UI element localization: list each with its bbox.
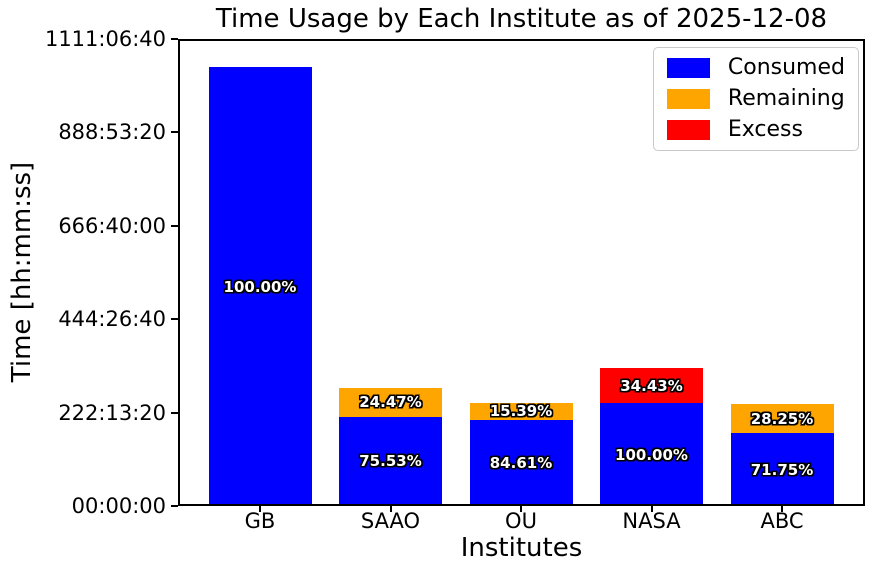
y-tick-mark [171,224,178,227]
plot-area: Consumed Remaining Excess 100.00% 75.53% 24.… [178,39,865,506]
bar-saao-consumed: 75.53% [339,416,442,506]
chart-title: Time Usage by Each Institute as of 2025-… [215,4,828,34]
bar-abc-remaining: 28.25% [730,404,834,434]
legend-item-label: Excess [727,117,803,142]
y-tick-mark [171,411,178,414]
y-tick-label: 00:00:00 [71,494,166,518]
legend: Consumed Remaining Excess [652,47,859,151]
bar-percent-label: 75.53% [359,452,422,471]
y-tick-mark [171,505,178,507]
x-tick-mark [781,506,783,512]
x-tick-mark [389,506,392,512]
y-axis-label: Time [hh:mm:ss] [7,161,37,383]
bar-percent-label: 71.75% [750,460,814,479]
x-axis-label: Institutes [460,533,583,563]
x-tick-label-saao: SAAO [360,509,421,533]
bar-percent-label: 34.43% [620,376,683,395]
bar-ou-consumed: 84.61% [469,419,573,506]
y-tick-mark [171,38,178,40]
legend-item: Excess [666,117,845,142]
legend-item-label: Consumed [727,55,845,80]
y-tick-label: 222:13:20 [58,400,166,425]
legend-item: Consumed [666,55,845,80]
x-tick-mark [259,506,261,512]
bar-gb-consumed: 100.00% [208,67,312,506]
y-tick-label: 1111:06:40 [44,27,166,51]
x-tick-mark [520,506,522,512]
bar-percent-label: 28.25% [750,409,814,428]
x-tick-label-nasa: NASA [622,509,681,533]
x-tick-label-abc: ABC [760,509,804,533]
y-tick-mark [171,318,178,321]
bar-nasa-consumed: 100.00% [600,403,703,506]
bar-percent-label: 100.00% [615,445,688,464]
y-tick-label: 888:53:20 [58,120,166,145]
bar-nasa-excess: 34.43% [600,368,703,404]
y-tick-label: 666:40:00 [58,213,166,238]
remaining-swatch [666,89,710,109]
x-tick-mark [650,506,653,512]
x-tick-label-ou: OU [505,509,537,533]
bar-ou-remaining: 15.39% [469,402,573,421]
legend-item: Remaining [666,86,845,111]
bar-percent-label: 15.39% [489,402,553,421]
bar-percent-label: 24.47% [359,393,422,412]
excess-swatch [666,120,710,140]
legend-item-label: Remaining [727,86,845,111]
bar-percent-label: 100.00% [223,277,297,296]
bar-percent-label: 84.61% [489,453,553,472]
y-tick-mark [171,131,178,134]
bar-abc-consumed: 71.75% [730,433,834,506]
y-tick-label: 444:26:40 [58,307,166,332]
bar-saao-remaining: 24.47% [339,387,442,417]
x-tick-label-gb: GB [244,509,276,533]
consumed-swatch [666,58,710,78]
